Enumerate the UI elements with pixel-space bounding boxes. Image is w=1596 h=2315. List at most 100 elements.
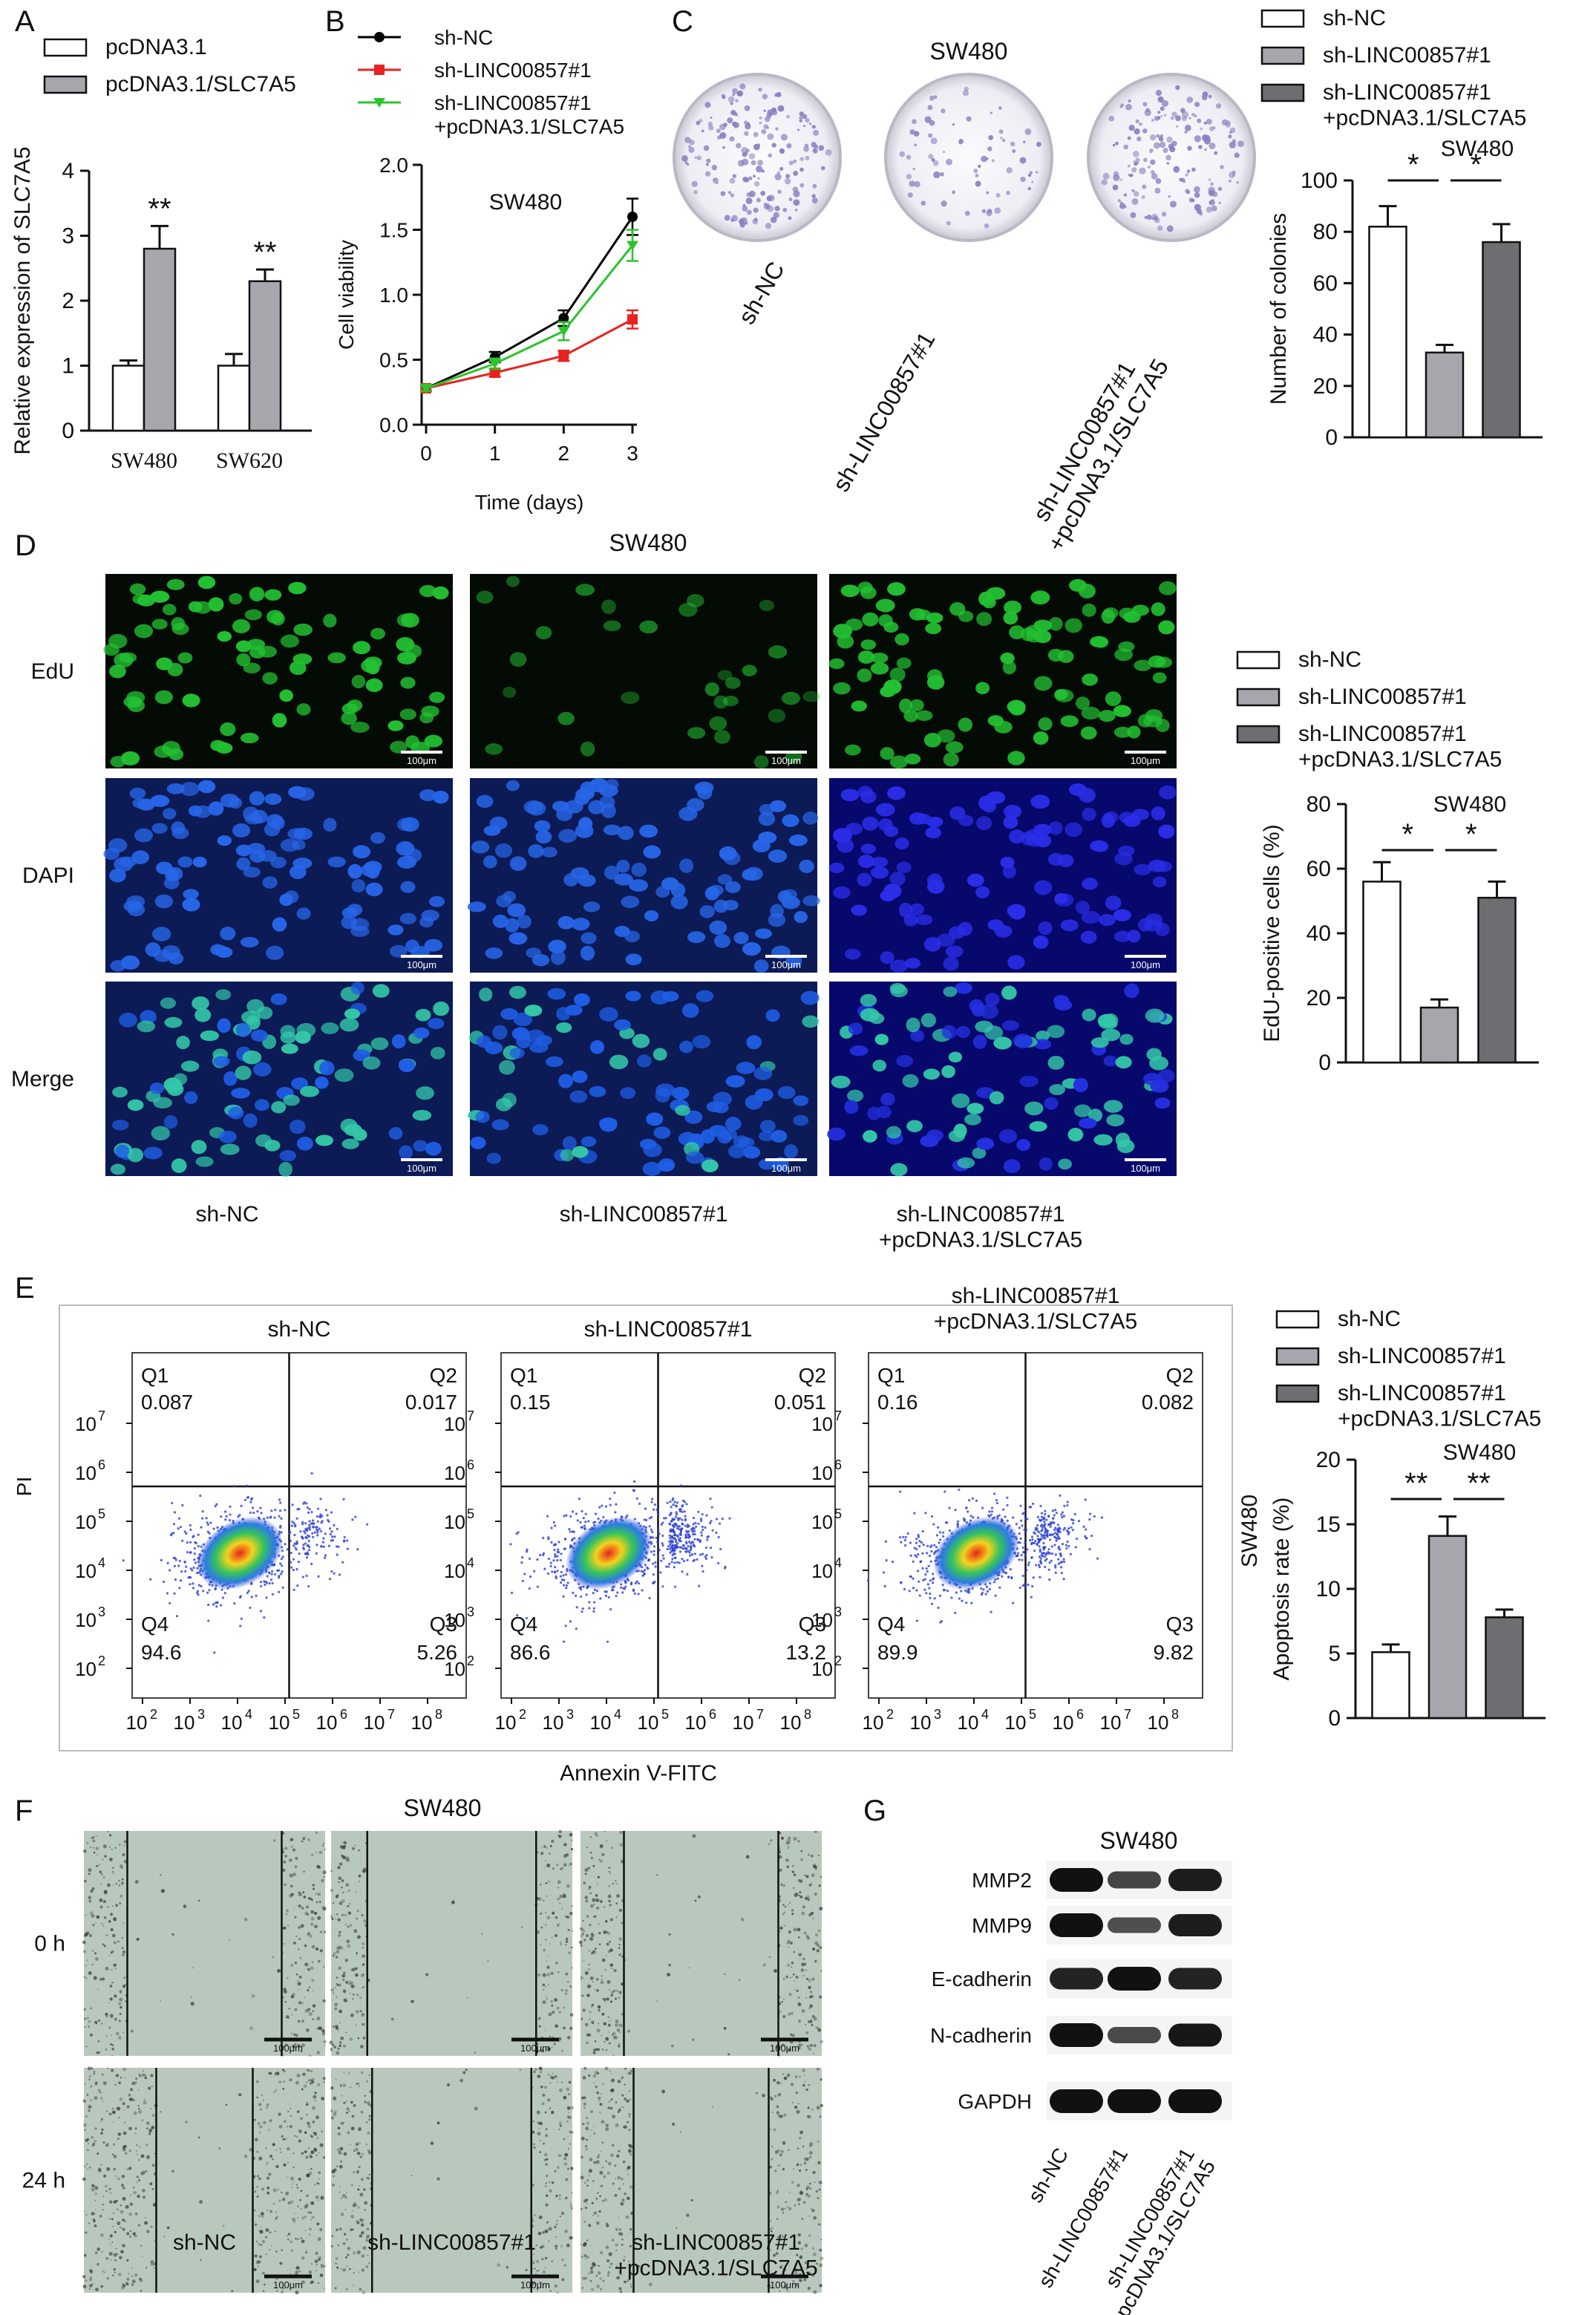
cell-speck — [787, 1904, 789, 1906]
flow-event — [525, 1550, 529, 1553]
cell-nucleus — [687, 798, 704, 812]
flow-event — [1038, 1545, 1041, 1548]
flow-event — [658, 1532, 661, 1535]
cell-nucleus — [794, 911, 808, 924]
flow-event — [963, 1519, 966, 1522]
cell-speck — [792, 1887, 795, 1890]
cell-nucleus — [840, 788, 860, 802]
y-tick-label: 0.5 — [379, 349, 408, 372]
flow-event — [866, 1579, 869, 1582]
flow-event — [311, 1532, 314, 1535]
cell-speck — [583, 1939, 586, 1942]
cell-nucleus — [278, 1161, 293, 1177]
cell-speck — [82, 1950, 87, 1953]
flow-event — [1032, 1576, 1035, 1579]
panel-e-ylabel: PI — [13, 1477, 36, 1496]
cell-speck — [595, 1834, 598, 1837]
cell-speck — [284, 2001, 287, 2003]
flow-event — [1036, 1524, 1039, 1527]
y-tick-label: 60 — [1313, 271, 1338, 296]
cell-speck — [295, 1973, 298, 1976]
colony-spot — [1139, 122, 1142, 126]
colony-spot — [1171, 111, 1177, 117]
cell-speck — [356, 1909, 359, 1913]
cell-speck — [356, 1955, 358, 1957]
flow-event — [569, 1530, 572, 1533]
flow-event — [671, 1518, 674, 1521]
cell-nucleus — [560, 1149, 575, 1162]
cell-nucleus — [1101, 609, 1116, 624]
cell-speck — [286, 1909, 289, 1913]
cell-nucleus — [1154, 861, 1172, 872]
cell-nucleus — [1103, 1055, 1118, 1067]
flow-event — [921, 1529, 924, 1533]
cell-nucleus — [177, 652, 193, 664]
wound-background — [580, 1831, 822, 2056]
flow-event — [260, 1512, 263, 1515]
flow-event — [1054, 1564, 1057, 1567]
cell-nucleus — [264, 1140, 281, 1152]
flow-event — [648, 1525, 651, 1528]
flow-event — [967, 1499, 971, 1502]
cell-nucleus — [396, 613, 414, 627]
cell-nucleus — [503, 686, 517, 698]
cell-nucleus — [1075, 901, 1090, 915]
cell-speck — [324, 1849, 326, 1850]
cell-nucleus — [180, 782, 200, 797]
flow-event — [932, 1523, 935, 1526]
flow-event — [615, 1594, 618, 1598]
colony-spot — [1148, 166, 1151, 169]
cell-nucleus — [572, 918, 590, 931]
flow-event — [615, 1503, 618, 1506]
colony-spot — [786, 143, 792, 148]
flow-event — [990, 1506, 994, 1509]
colony-spot — [724, 215, 730, 221]
flow-event — [189, 1583, 192, 1586]
cell-nucleus — [419, 788, 436, 802]
cell-nucleus — [650, 990, 670, 1005]
flow-event — [177, 1527, 180, 1530]
cell-speck — [557, 1834, 560, 1837]
cell-nucleus — [704, 682, 720, 696]
cell-nucleus — [160, 997, 177, 1009]
flow-event — [305, 1574, 308, 1577]
panel-c-bars: * * — [1368, 148, 1521, 439]
cell-speck — [580, 1978, 582, 1980]
cell-speck — [615, 2023, 618, 2027]
cell-speck — [91, 1950, 94, 1952]
flow-event — [684, 1519, 687, 1522]
colony-spot — [1188, 197, 1194, 203]
y-tick-exponent: 7 — [98, 1408, 105, 1423]
flow-event — [701, 1525, 704, 1529]
cell-nucleus — [495, 1097, 512, 1111]
flow-event — [552, 1521, 555, 1524]
row-label: EdU — [31, 659, 74, 684]
scale-bar-label: 100μm — [273, 2043, 303, 2054]
flow-event — [717, 1561, 720, 1565]
cell-speck — [118, 2019, 121, 2022]
cell-speck — [345, 1858, 350, 1862]
flow-event — [705, 1554, 708, 1557]
cell-speck — [335, 1956, 339, 1959]
flow-event — [1070, 1518, 1073, 1521]
flow-event — [265, 1596, 268, 1599]
cell-nucleus — [896, 861, 912, 873]
flow-event — [958, 1488, 961, 1492]
cell-nucleus — [883, 826, 899, 837]
flow-event — [998, 1514, 1001, 1517]
flow-event — [193, 1552, 196, 1555]
cell-speck — [390, 2017, 394, 2021]
cell-nucleus — [1114, 852, 1133, 866]
cell-nucleus — [370, 627, 386, 640]
cell-speck — [190, 2002, 194, 2006]
cell-speck — [598, 1931, 601, 1935]
flow-event — [990, 1513, 992, 1516]
colony-spot — [1155, 90, 1162, 97]
cell-speck — [815, 2026, 818, 2028]
cell-speck — [99, 1870, 102, 1874]
flow-event — [1050, 1559, 1053, 1562]
cell-nucleus — [486, 1152, 502, 1164]
colony-spot — [812, 183, 817, 189]
colony-spot — [742, 176, 748, 183]
flow-event — [1036, 1529, 1039, 1532]
